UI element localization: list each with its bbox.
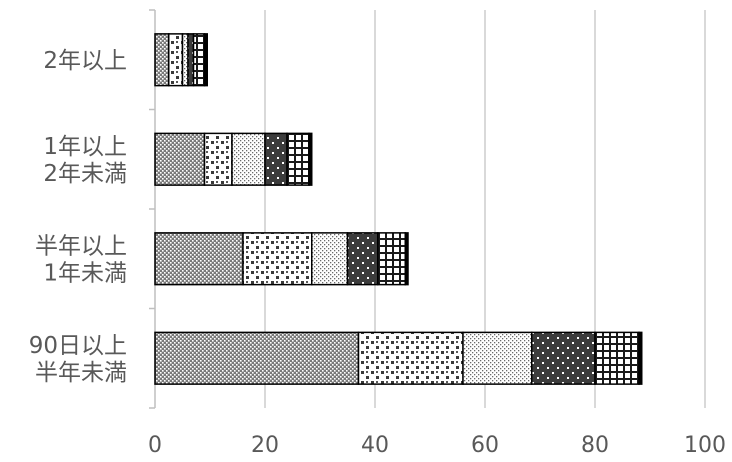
x-tick-label: 40 [361, 433, 389, 458]
bar-segment [181, 33, 189, 87]
x-tick-label: 80 [581, 433, 609, 458]
bars [154, 33, 643, 385]
bar-segment [311, 232, 349, 286]
bar-segment [594, 331, 640, 385]
category-label: 2年未満 [43, 161, 127, 187]
bar-segment [154, 232, 244, 286]
category-label: 1年未満 [43, 260, 127, 286]
category-label: 半年以上 [35, 233, 127, 259]
bar-segment [531, 331, 596, 385]
bar-segment [404, 232, 409, 286]
x-tick-label: 20 [251, 433, 279, 458]
category-label: 90日以上 [29, 333, 127, 359]
bar-segment [154, 132, 206, 186]
x-tick-label: 60 [471, 433, 499, 458]
bar-segment [154, 331, 360, 385]
bar-segment [203, 33, 208, 87]
bar-segment [462, 331, 533, 385]
bar-segment [308, 132, 313, 186]
category-label: 半年未満 [35, 360, 127, 386]
bar-segment [638, 331, 643, 385]
bar-segment [357, 331, 464, 385]
bar-segment [154, 33, 170, 87]
bar-segment [377, 232, 406, 286]
bar-segment [192, 33, 206, 87]
bar-segment [231, 132, 266, 186]
bar-segment [264, 132, 288, 186]
y-axis [149, 9, 156, 409]
x-tick-label: 100 [684, 433, 726, 458]
bar-segment [346, 232, 379, 286]
bar-segment [286, 132, 310, 186]
category-label: 2年以上 [43, 48, 127, 74]
x-tick-labels: 0 20 40 60 80 100 [148, 433, 726, 458]
bar-segment [187, 33, 195, 87]
category-label: 1年以上 [43, 134, 127, 160]
bar-segment [168, 33, 184, 87]
bar-segment [203, 132, 233, 186]
x-tick-label: 0 [148, 433, 162, 458]
bar-segment [242, 232, 313, 286]
